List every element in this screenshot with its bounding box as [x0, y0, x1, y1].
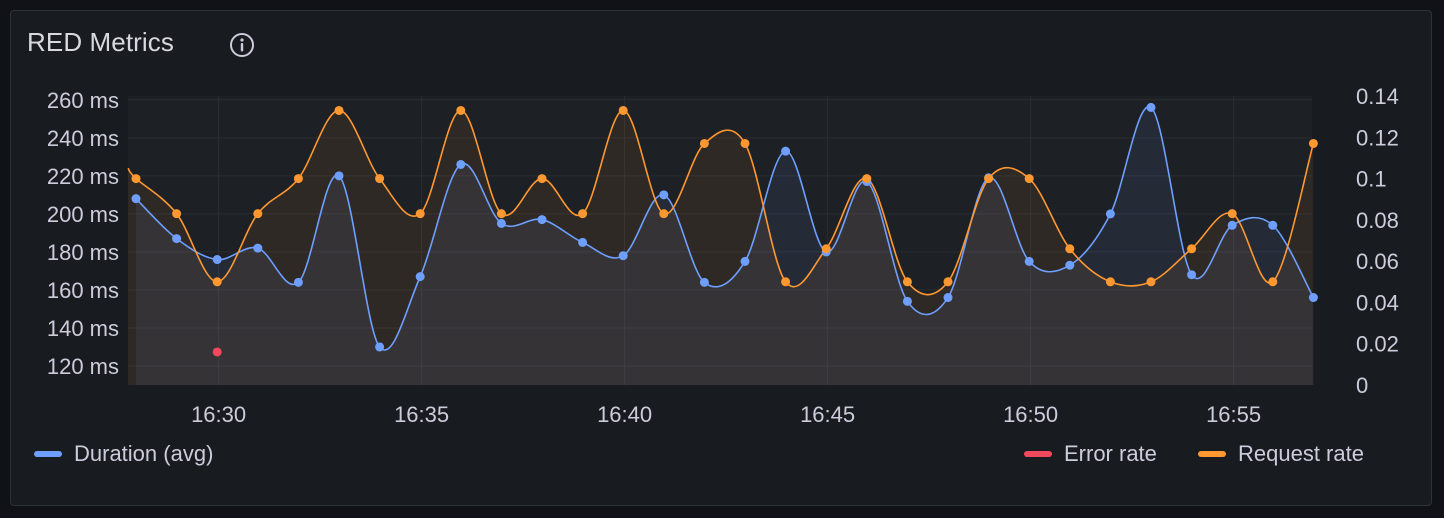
request-rate-point	[293, 174, 303, 184]
axis-ticks: 120 ms 140 ms 160 ms 180 ms 200 ms 220 ms 240 …	[47, 84, 1399, 427]
duration-point	[172, 234, 182, 244]
request-rate-point	[212, 277, 222, 287]
legend-error-rate[interactable]: Error rate	[1024, 440, 1157, 468]
request-rate-point	[415, 209, 425, 219]
request-rate-point	[1024, 174, 1034, 184]
y-left-tick-label: 200 ms	[47, 202, 119, 227]
y-right-tick-label: 0.04	[1356, 290, 1399, 315]
info-circle-icon[interactable]	[229, 32, 255, 58]
duration-point	[456, 159, 466, 169]
request-rate-point	[456, 105, 466, 115]
duration-point	[1024, 256, 1034, 266]
request-rate-point	[375, 174, 385, 184]
legend-swatch-request-rate	[1198, 451, 1226, 457]
duration-point	[537, 215, 547, 225]
duration-point	[415, 272, 425, 282]
plot-area	[128, 96, 1312, 385]
legend-label-duration: Duration (avg)	[74, 441, 214, 466]
y-left-tick-label: 260 ms	[47, 88, 119, 113]
y-left-tick-label: 240 ms	[47, 126, 119, 151]
y-right-tick-label: 0.02	[1356, 332, 1399, 357]
request-rate-point	[740, 138, 750, 148]
request-rate-point	[943, 277, 953, 287]
request-rate-area	[128, 110, 1314, 385]
y-right-tick-label: 0	[1356, 373, 1368, 398]
duration-point	[1146, 102, 1156, 112]
duration-point	[902, 296, 912, 306]
duration-point	[131, 194, 141, 204]
request-rate-point	[496, 209, 506, 219]
y-left-tick-label: 140 ms	[47, 316, 119, 341]
request-rate-point	[578, 209, 588, 219]
legend-label-error-rate: Error rate	[1064, 441, 1157, 466]
error-rate-point	[212, 347, 222, 357]
series-fills	[128, 106, 1314, 386]
duration-point	[659, 190, 669, 200]
y-right-tick-label: 0.14	[1356, 84, 1399, 109]
duration-area	[136, 106, 1314, 386]
duration-point	[212, 255, 222, 265]
y-right-tick-label: 0.12	[1356, 125, 1399, 150]
request-rate-point	[131, 174, 141, 184]
duration-point	[334, 171, 344, 181]
duration-point	[496, 218, 506, 228]
duration-point	[699, 277, 709, 287]
x-tick-label: 16:35	[394, 402, 449, 427]
y-left-tick-label: 160 ms	[47, 278, 119, 303]
duration-point	[943, 293, 953, 303]
x-tick-label: 16:55	[1206, 402, 1261, 427]
duration-point	[375, 342, 385, 352]
duration-point	[1308, 293, 1318, 303]
request-rate-point	[862, 174, 872, 184]
x-tick-label: 16:40	[597, 402, 652, 427]
legend-duration[interactable]: Duration (avg)	[34, 440, 213, 468]
request-rate-point	[699, 138, 709, 148]
y-left-tick-label: 120 ms	[47, 354, 119, 379]
request-rate-point	[172, 209, 182, 219]
request-rate-point	[253, 209, 263, 219]
request-rate-point	[781, 277, 791, 287]
duration-point	[1105, 209, 1115, 219]
request-rate-point	[1187, 244, 1197, 254]
x-tick-label: 16:30	[191, 402, 246, 427]
x-tick-label: 16:50	[1003, 402, 1058, 427]
legend-swatch-error-rate	[1024, 451, 1052, 457]
duration-point	[781, 146, 791, 156]
request-rate-point	[821, 244, 831, 254]
duration-point	[1227, 220, 1237, 230]
duration-point	[618, 251, 628, 261]
panel-title: RED Metrics	[27, 27, 174, 57]
request-rate-point	[659, 209, 669, 219]
request-rate-point	[1308, 138, 1318, 148]
request-rate-point	[1146, 277, 1156, 287]
y-right-tick-label: 0.06	[1356, 249, 1399, 274]
x-tick-label: 16:45	[800, 402, 855, 427]
y-left-tick-label: 180 ms	[47, 240, 119, 265]
legend-label-request-rate: Request rate	[1238, 441, 1364, 466]
legend-swatch-duration	[34, 451, 62, 457]
y-left-tick-label: 220 ms	[47, 164, 119, 189]
request-rate-point	[1227, 209, 1237, 219]
duration-point	[578, 237, 588, 247]
duration-point	[253, 243, 263, 253]
y-right-tick-label: 0.08	[1356, 208, 1399, 233]
request-rate-point	[334, 105, 344, 115]
duration-point	[1187, 270, 1197, 280]
request-rate-point	[902, 277, 912, 287]
request-rate-point	[618, 105, 628, 115]
duration-point	[1065, 260, 1075, 270]
request-rate-point	[1268, 277, 1278, 287]
request-rate-point	[537, 174, 547, 184]
duration-point	[1268, 220, 1278, 230]
legend-request-rate[interactable]: Request rate	[1198, 440, 1364, 468]
request-rate-point	[1105, 277, 1115, 287]
duration-point	[293, 277, 303, 287]
request-rate-point	[1065, 244, 1075, 254]
y-right-tick-label: 0.1	[1356, 167, 1387, 192]
duration-point	[740, 256, 750, 266]
request-rate-point	[984, 174, 994, 184]
series-points	[131, 102, 1318, 357]
chart-grid	[128, 96, 1312, 385]
